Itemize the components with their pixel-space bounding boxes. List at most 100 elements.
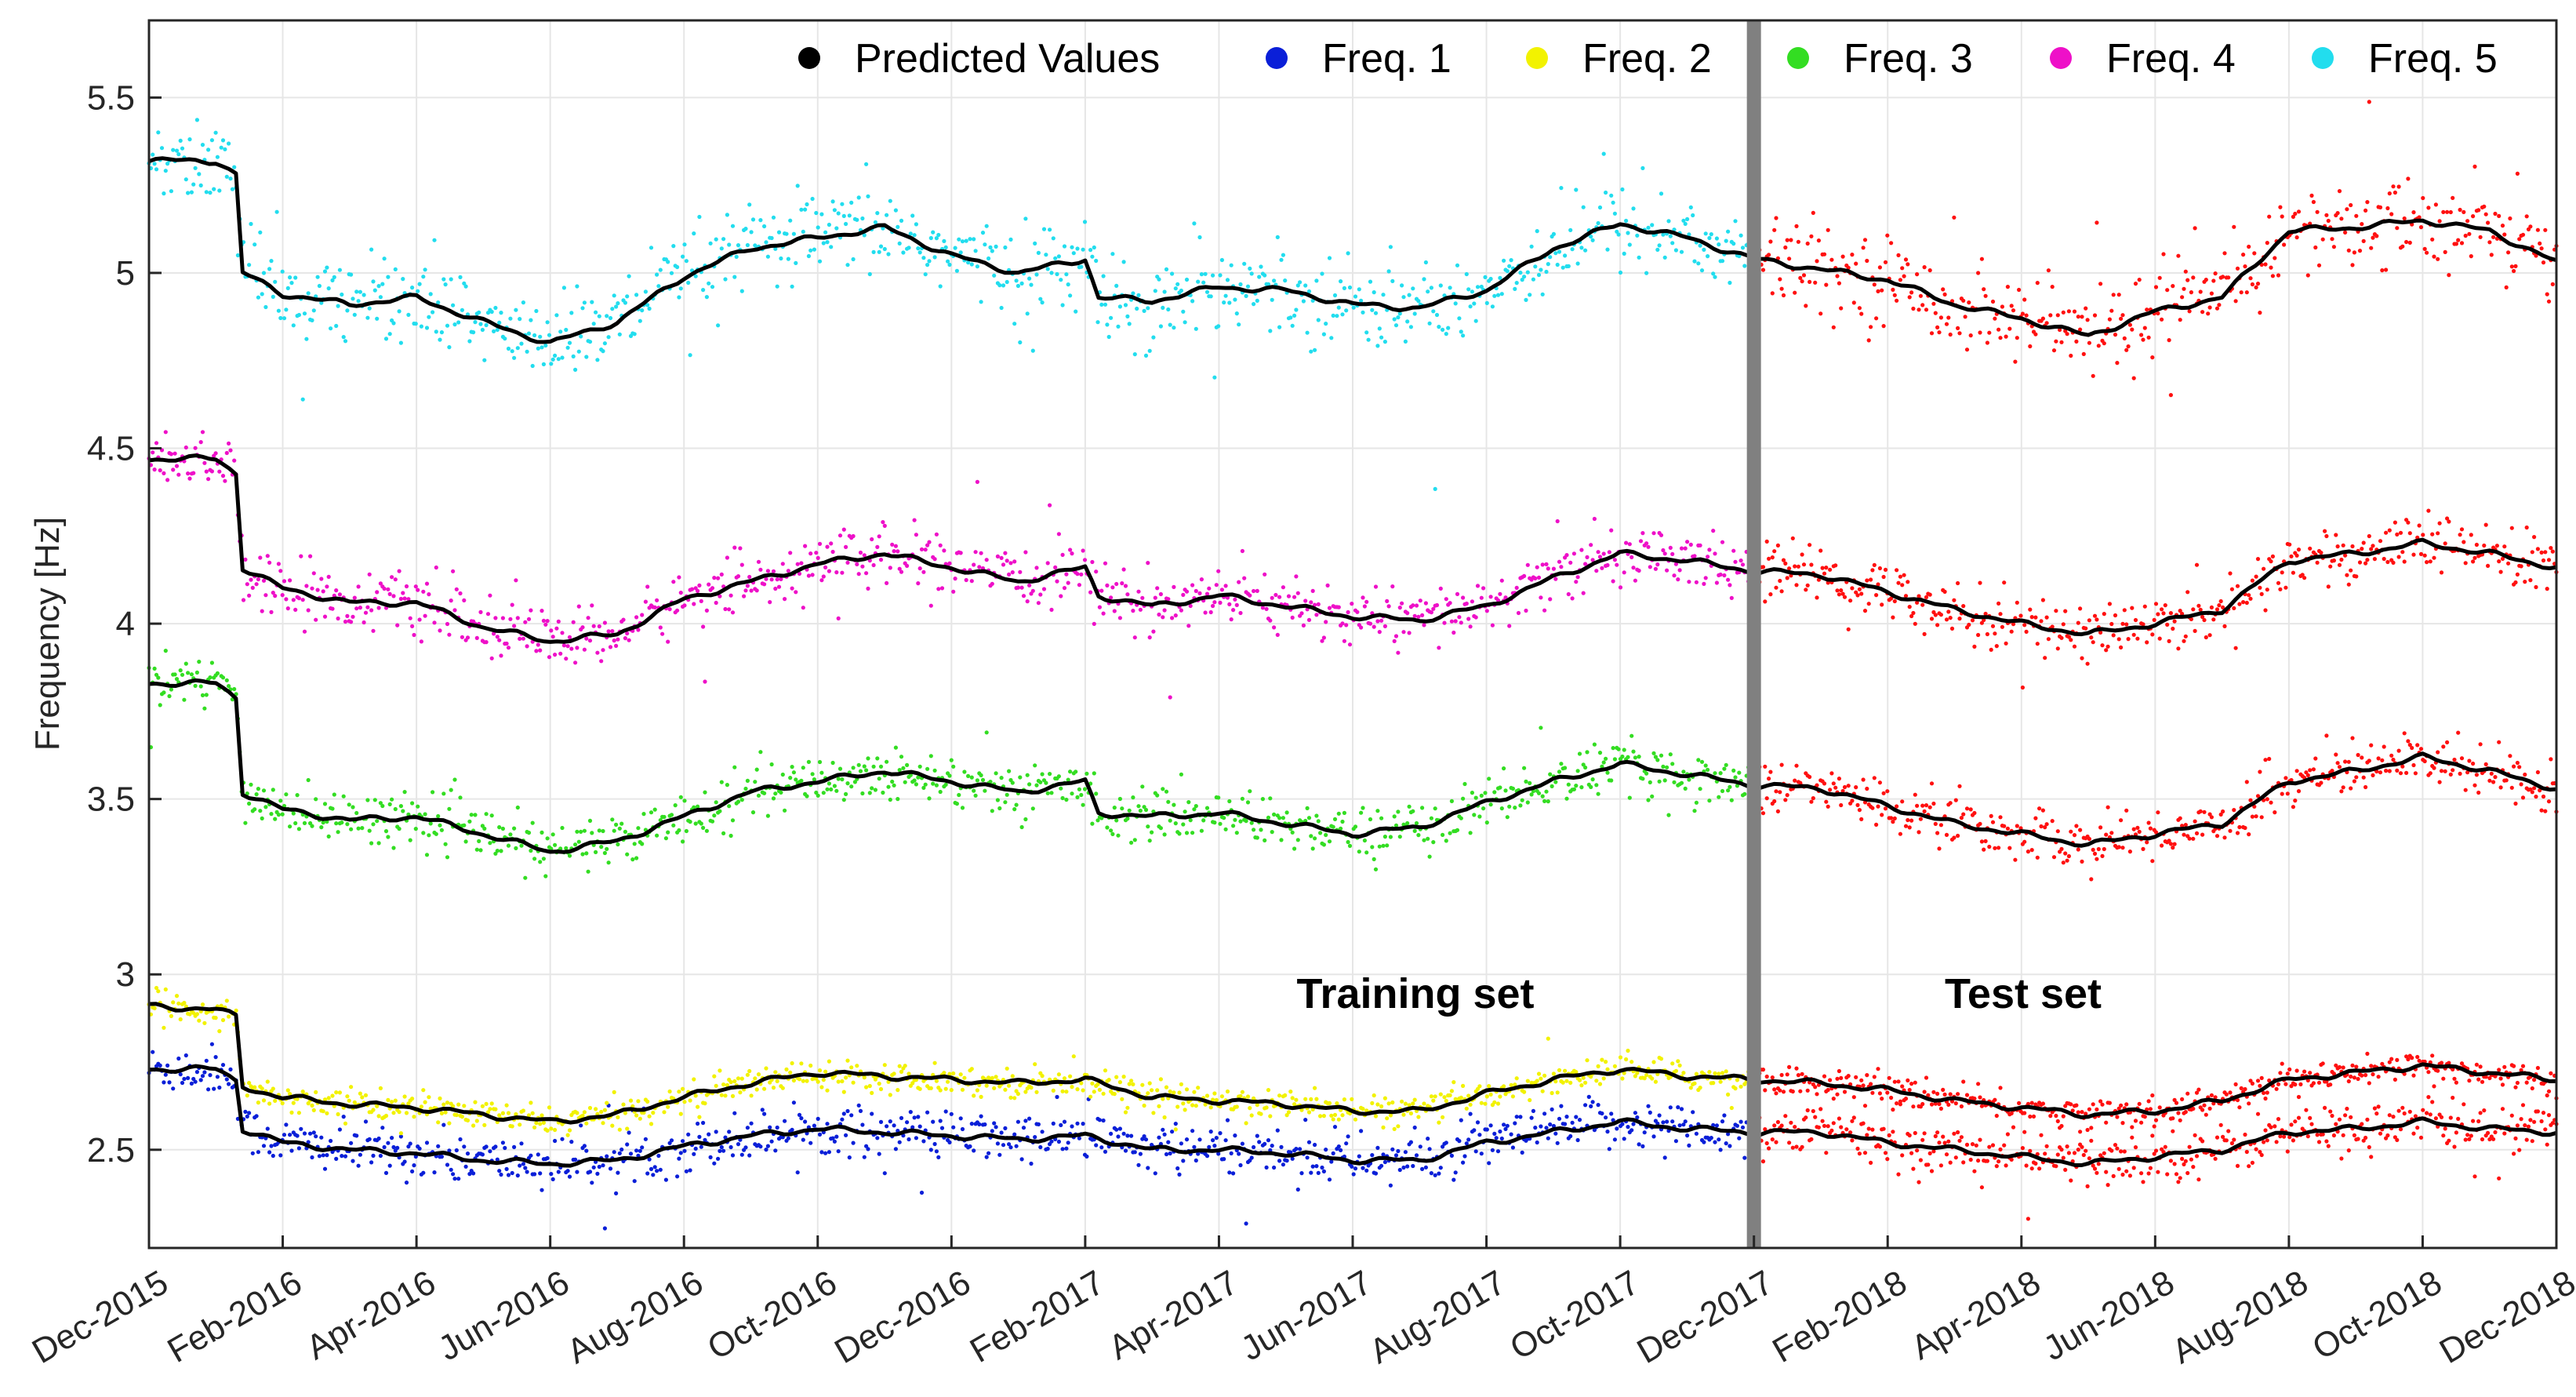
data-point (848, 1155, 852, 1159)
data-point (1437, 1121, 1441, 1125)
data-point (1092, 1090, 1096, 1093)
data-point (456, 1103, 460, 1107)
data-point (1090, 1082, 1094, 1086)
data-point (577, 605, 581, 609)
data-point (633, 842, 637, 846)
data-point (1787, 1065, 1791, 1069)
data-point (420, 639, 423, 643)
data-point (1908, 825, 1912, 829)
data-point (1585, 1058, 1589, 1062)
data-point (214, 451, 218, 455)
data-point (864, 768, 868, 772)
data-point (634, 856, 638, 860)
data-point (2247, 832, 2251, 836)
data-point (2354, 775, 2358, 779)
data-point (644, 600, 648, 604)
data-point (271, 788, 275, 791)
data-point (1110, 585, 1114, 589)
data-point (266, 554, 270, 558)
data-point (1461, 1161, 1465, 1165)
data-point (416, 805, 420, 809)
data-point (645, 1171, 649, 1175)
data-point (1806, 1089, 1810, 1093)
data-point (1806, 584, 1810, 588)
data-point (310, 824, 314, 828)
data-point (770, 577, 774, 581)
data-point (594, 850, 598, 854)
data-point (2408, 1110, 2412, 1114)
data-point (1865, 787, 1869, 791)
data-point (2353, 1075, 2356, 1079)
data-point (540, 1188, 543, 1192)
data-point (2480, 1080, 2484, 1084)
data-point (386, 1098, 390, 1102)
data-point (2193, 820, 2197, 824)
data-point (2497, 740, 2501, 744)
data-point (1706, 768, 1709, 772)
data-point (2124, 809, 2128, 813)
data-point (959, 551, 963, 555)
data-point (1381, 1126, 1385, 1130)
data-point (1702, 582, 1706, 586)
data-point (2219, 1123, 2223, 1127)
data-point (1680, 781, 1684, 785)
data-point (2150, 859, 2154, 863)
data-point (725, 555, 729, 559)
data-point (1783, 562, 1787, 566)
data-point (1309, 1097, 1313, 1101)
data-point (1776, 809, 1780, 813)
data-point (714, 1130, 718, 1133)
data-point (2339, 1156, 2343, 1160)
data-point (2347, 1148, 2351, 1152)
data-point (819, 578, 823, 582)
data-point (1268, 796, 1272, 800)
data-point (2033, 616, 2037, 620)
data-point (860, 791, 864, 795)
data-point (1332, 1117, 1335, 1121)
data-point (1644, 772, 1648, 776)
data-point (2041, 1101, 2045, 1105)
data-point (1398, 1168, 1402, 1172)
data-point (842, 1111, 846, 1115)
data-point (1026, 773, 1030, 777)
data-point (2113, 613, 2117, 617)
data-point (521, 1162, 525, 1166)
data-point (395, 624, 399, 628)
data-point (990, 582, 994, 586)
data-point (2275, 1087, 2279, 1091)
data-point (1378, 630, 1382, 634)
data-point (1498, 1094, 1502, 1098)
data-point (1578, 1118, 1582, 1122)
data-point (1070, 791, 1074, 795)
data-point (529, 609, 532, 613)
data-point (747, 1069, 751, 1073)
data-point (260, 1086, 264, 1090)
data-point (2134, 1119, 2138, 1122)
data-point (1717, 1137, 1720, 1141)
data-point (1413, 614, 1417, 618)
data-point (452, 1177, 456, 1181)
data-point (1613, 1137, 1617, 1141)
data-point (499, 849, 503, 853)
data-point (1302, 624, 1306, 628)
data-point (153, 1006, 157, 1010)
data-point (2076, 1148, 2080, 1151)
data-point (379, 1086, 383, 1090)
data-point (758, 568, 762, 572)
data-point (1989, 814, 1993, 818)
data-point (2418, 1059, 2422, 1063)
data-point (1998, 1086, 2002, 1090)
data-point (1408, 631, 1412, 635)
data-point (1118, 1126, 1122, 1130)
data-point (1018, 570, 1022, 574)
data-point (156, 675, 160, 679)
data-point (1411, 1101, 1415, 1105)
data-point (1317, 1171, 1321, 1175)
data-point (1619, 1055, 1622, 1059)
data-point (262, 1144, 266, 1148)
data-point (2189, 1158, 2193, 1162)
data-point (1114, 1128, 1118, 1132)
data-point (909, 1110, 913, 1114)
data-point (1205, 1093, 1209, 1097)
data-point (816, 1117, 820, 1121)
